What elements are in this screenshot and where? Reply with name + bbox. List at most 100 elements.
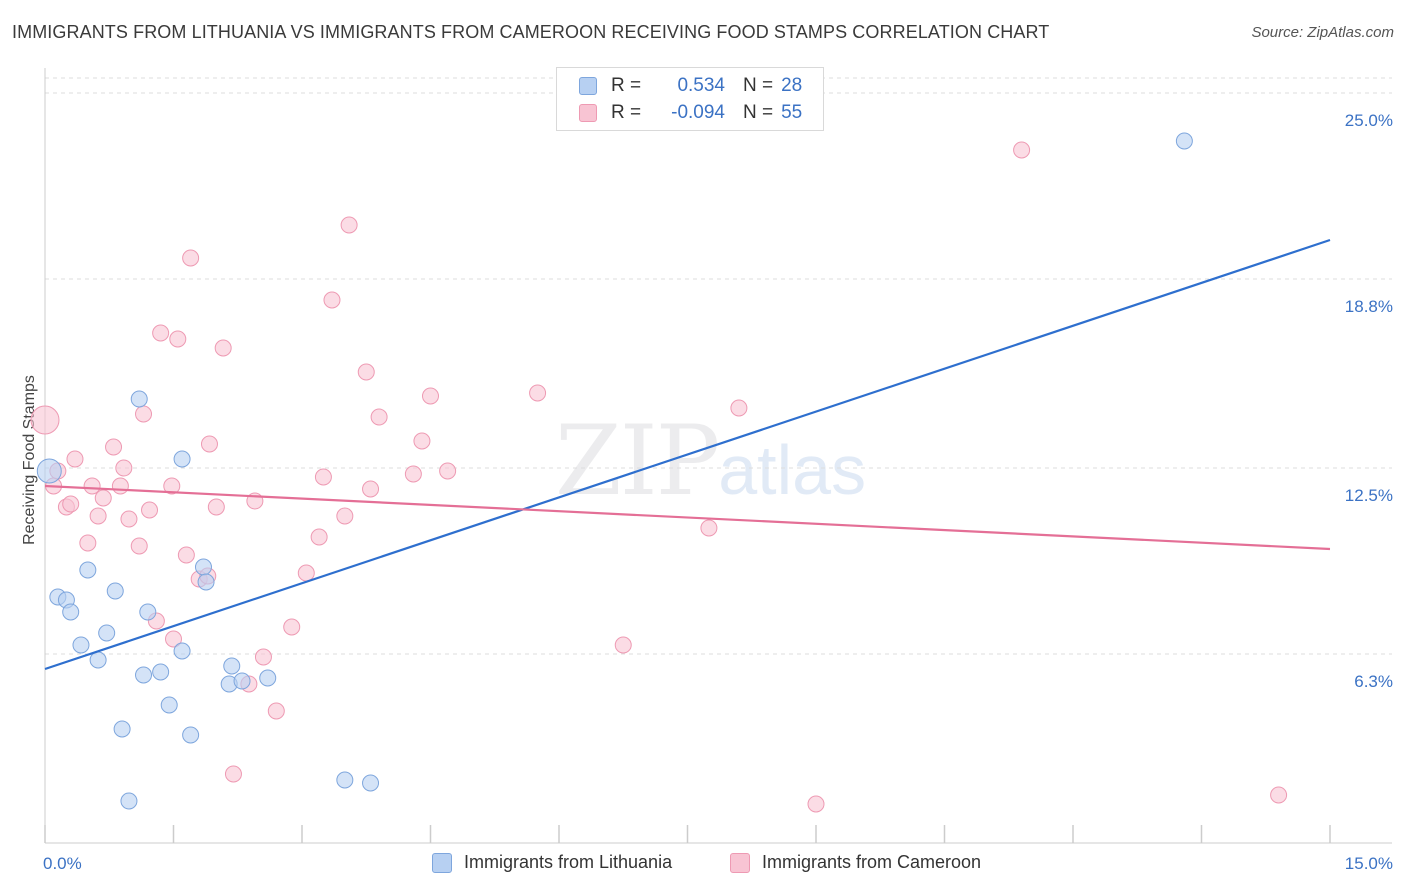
data-point-pink (310, 528, 328, 546)
data-point-pink (336, 507, 354, 525)
data-point-pink (130, 537, 148, 555)
legend-r-label: R = (611, 75, 642, 96)
data-point-pink (169, 330, 187, 348)
data-point-pink (413, 432, 431, 450)
data-point-pink (700, 519, 718, 537)
y-tick-label: 25.0% (1345, 111, 1393, 130)
legend-r-label: R = (611, 102, 642, 123)
data-point-pink (79, 534, 97, 552)
data-point-blue (223, 657, 241, 675)
data-point-pink (111, 477, 129, 495)
data-point-pink (105, 438, 123, 456)
data-point-pink (283, 618, 301, 636)
data-point-blue (173, 642, 191, 660)
data-point-pink (267, 702, 285, 720)
data-point-blue (72, 636, 90, 654)
trend-line-pink (44, 484, 1331, 551)
data-point-blue (135, 666, 153, 684)
data-point-blue (62, 603, 80, 621)
data-point-pink (94, 489, 112, 507)
legend-row-cameroon: R = -0.094 N = 55 (579, 100, 802, 126)
data-point-blue (89, 651, 107, 669)
data-point-pink (730, 399, 748, 417)
watermark-atlas: atlas (718, 431, 867, 509)
data-point-blue (173, 450, 191, 468)
data-point-blue (36, 458, 62, 484)
legend-n-label: N = (743, 102, 774, 123)
data-point-blue (362, 774, 380, 792)
data-point-blue (233, 672, 251, 690)
data-point-pink (182, 249, 200, 267)
y-tick-label: 6.3% (1354, 672, 1393, 691)
data-point-pink (89, 507, 107, 525)
data-point-blue (194, 558, 212, 576)
series-swatch-pink (730, 852, 750, 873)
data-point-blue (336, 771, 354, 789)
data-point-pink (214, 339, 232, 357)
data-point-pink (207, 498, 225, 516)
series-name: Immigrants from Lithuania (464, 852, 673, 872)
data-point-pink (323, 291, 341, 309)
data-point-pink (614, 636, 632, 654)
data-point-blue (130, 390, 148, 408)
data-point-pink (807, 795, 825, 813)
data-point-blue (139, 603, 157, 621)
data-point-blue (113, 720, 131, 738)
data-point-pink (163, 477, 181, 495)
data-point-pink (83, 477, 101, 495)
series-name: Immigrants from Cameroon (762, 852, 982, 872)
chart-title: IMMIGRANTS FROM LITHUANIA VS IMMIGRANTS … (12, 22, 1050, 42)
data-point-pink (439, 462, 457, 480)
data-point-pink (30, 405, 60, 435)
data-point-blue (259, 669, 277, 687)
series-legend: Immigrants from Lithuania Immigrants fro… (0, 852, 1406, 878)
data-point-blue (160, 696, 178, 714)
data-point-pink (404, 465, 422, 483)
data-point-blue (106, 582, 124, 600)
x-tick-label-max: 15.0% (1345, 854, 1393, 873)
legend-n-value: 28 (781, 75, 803, 96)
legend-swatch-pink (579, 104, 597, 122)
y-tick-label: 18.8% (1345, 297, 1393, 316)
legend-r-value: 0.534 (677, 75, 725, 96)
data-point-blue (182, 726, 200, 744)
source-label: Source: ZipAtlas.com (1251, 24, 1394, 41)
data-point-pink (362, 480, 380, 498)
legend-r-value: -0.094 (671, 102, 725, 123)
data-point-pink (1013, 141, 1031, 159)
data-point-pink (115, 459, 133, 477)
data-point-blue (79, 561, 97, 579)
x-tick-label-min: 0.0% (43, 854, 82, 873)
data-point-pink (177, 546, 195, 564)
data-point-blue (120, 792, 138, 810)
data-point-pink (1270, 786, 1288, 804)
data-point-pink (200, 435, 218, 453)
legend-row-lithuania: R = 0.534 N = 28 (579, 73, 802, 99)
data-point-pink (165, 630, 182, 648)
data-point-pink (297, 564, 315, 582)
data-point-pink (152, 324, 170, 342)
legend-n-label: N = (743, 75, 774, 96)
series-legend-cameroon[interactable]: Immigrants from Cameroon (730, 852, 981, 873)
series-legend-lithuania[interactable]: Immigrants from Lithuania (432, 852, 672, 873)
data-point-pink (314, 468, 332, 486)
legend-swatch-blue (579, 77, 597, 95)
data-point-pink (340, 216, 358, 234)
data-point-pink (141, 501, 159, 519)
y-tick-label: 12.5% (1345, 486, 1393, 505)
data-point-pink (120, 510, 138, 528)
data-point-blue (1175, 132, 1193, 150)
data-point-blue (98, 624, 116, 642)
series-swatch-blue (432, 852, 452, 873)
data-point-pink (66, 450, 84, 468)
trend-line-blue (44, 238, 1331, 671)
correlation-legend: R = 0.534 N = 28 R = -0.094 N = 55 (556, 67, 824, 131)
data-point-pink (135, 405, 153, 423)
data-point-pink (422, 387, 439, 405)
data-point-pink (62, 495, 80, 513)
legend-n-value: 55 (781, 102, 803, 123)
watermark: ZIPatlas (555, 405, 866, 517)
data-point-blue (152, 663, 170, 681)
data-point-blue (197, 573, 215, 591)
